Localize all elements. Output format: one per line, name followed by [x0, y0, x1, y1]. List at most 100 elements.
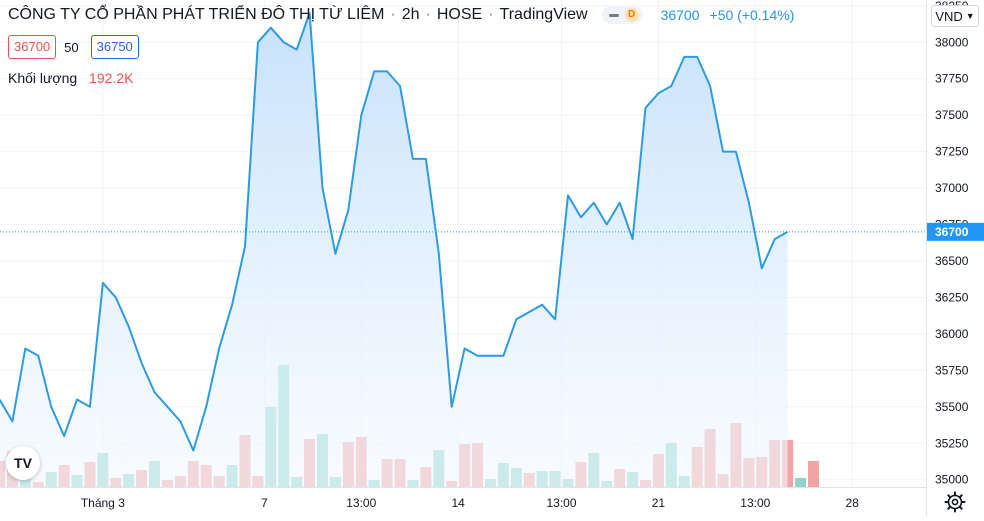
- currency-label: VND: [935, 9, 962, 24]
- market-status-badge[interactable]: D: [602, 6, 643, 24]
- price-tick-label: 36000: [935, 327, 969, 341]
- volume-value: 192.2K: [89, 70, 133, 86]
- price-point: [489, 355, 491, 357]
- price-point: [50, 406, 52, 408]
- price-point: [463, 347, 465, 349]
- price-point: [334, 253, 336, 255]
- time-tick-label: 13:00: [547, 496, 577, 510]
- price-tick-label: 36500: [935, 254, 969, 268]
- price-point: [295, 48, 297, 50]
- price-point: [709, 85, 711, 87]
- price-point: [102, 282, 104, 284]
- price-point: [283, 41, 285, 43]
- logo-text: TV: [14, 455, 32, 471]
- last-price: 36700: [661, 7, 700, 23]
- price-point: [386, 70, 388, 72]
- time-tick-label: 28: [846, 496, 860, 510]
- volume-label: Khối lượng: [8, 70, 77, 86]
- volume-bar: [808, 461, 819, 487]
- price-point: [567, 194, 569, 196]
- currency-selector[interactable]: VND ▼: [931, 5, 979, 27]
- price-point: [554, 318, 556, 320]
- price-point: [618, 201, 620, 203]
- time-tick-label: 7: [261, 496, 268, 510]
- price-point: [593, 201, 595, 203]
- price-axis[interactable]: 3500035250355003575036000362503650036750…: [927, 0, 984, 516]
- price-point: [425, 158, 427, 160]
- price-point: [580, 216, 582, 218]
- price-point: [476, 355, 478, 357]
- price-point: [657, 92, 659, 94]
- legend-separator-dot: ·: [426, 6, 431, 24]
- bid-price[interactable]: 36700: [8, 35, 56, 59]
- time-tick-label: Tháng 3: [81, 496, 125, 510]
- price-point: [218, 347, 220, 349]
- price-tick-label: 37250: [935, 145, 969, 159]
- chevron-down-icon: ▼: [966, 11, 975, 21]
- price-point: [515, 318, 517, 320]
- volume-legend[interactable]: Khối lượng 192.2K: [8, 70, 133, 86]
- price-point: [528, 311, 530, 313]
- price-point: [774, 238, 776, 240]
- price-point: [631, 238, 633, 240]
- market-closed-icon: [609, 14, 619, 17]
- time-tick-label: 14: [451, 496, 465, 510]
- price-tick-label: 35000: [935, 473, 969, 487]
- price-change: +50 (+0.14%): [710, 7, 795, 23]
- symbol-legend: CÔNG TY CỔ PHẦN PHÁT TRIỂN ĐÔ THỊ TỪ LIÊ…: [8, 6, 794, 24]
- tradingview-logo[interactable]: TV: [6, 446, 40, 480]
- price-point: [347, 209, 349, 211]
- price-point: [438, 253, 440, 255]
- price-tick-label: 35250: [935, 436, 969, 450]
- price-point: [270, 27, 272, 29]
- price-tick-label: 38000: [935, 35, 969, 49]
- price-point: [89, 406, 91, 408]
- price-point: [140, 362, 142, 364]
- price-point: [37, 355, 39, 357]
- time-tick-label: 13:00: [346, 496, 376, 510]
- exchange-label: HOSE: [437, 6, 482, 24]
- ask-price[interactable]: 36750: [91, 35, 139, 59]
- price-point: [192, 449, 194, 451]
- price-tick-label: 37000: [935, 181, 969, 195]
- price-tick-label: 35750: [935, 363, 969, 377]
- current-price-tag-label: 36700: [935, 225, 969, 239]
- bid-ask-row: 36700 50 36750: [8, 35, 139, 59]
- price-point: [696, 56, 698, 58]
- interval-label[interactable]: 2h: [402, 6, 420, 24]
- source-label: TradingView: [500, 6, 588, 24]
- time-axis[interactable]: Tháng 3 7 13:00 14 13:00 21 13:00 28: [0, 488, 926, 511]
- price-point: [606, 223, 608, 225]
- price-tick-label: 35500: [935, 400, 969, 414]
- delayed-data-icon: D: [625, 8, 639, 22]
- volume-bar: [795, 478, 806, 487]
- price-point: [373, 70, 375, 72]
- symbol-name[interactable]: CÔNG TY CỔ PHẦN PHÁT TRIỂN ĐÔ THỊ TỪ LIÊ…: [8, 6, 384, 24]
- time-tick-label: 13:00: [740, 496, 770, 510]
- price-point: [412, 158, 414, 160]
- price-point: [63, 435, 65, 437]
- price-point: [153, 391, 155, 393]
- price-point: [722, 150, 724, 152]
- price-point: [502, 355, 504, 357]
- price-point: [541, 304, 543, 306]
- price-point: [24, 347, 26, 349]
- price-point: [205, 406, 207, 408]
- gear-icon[interactable]: [944, 491, 966, 513]
- price-point: [399, 85, 401, 87]
- price-point: [321, 187, 323, 189]
- price-point: [231, 304, 233, 306]
- price-tick-label: 37750: [935, 72, 969, 86]
- price-point: [257, 41, 259, 43]
- price-point: [115, 296, 117, 298]
- price-point: [683, 56, 685, 58]
- time-tick-label: 21: [652, 496, 666, 510]
- price-point: [735, 150, 737, 152]
- price-tick-label: 37500: [935, 108, 969, 122]
- price-point: [128, 325, 130, 327]
- price-tick-label: 36250: [935, 290, 969, 304]
- legend-separator-dot: ·: [390, 6, 395, 24]
- price-point: [360, 114, 362, 116]
